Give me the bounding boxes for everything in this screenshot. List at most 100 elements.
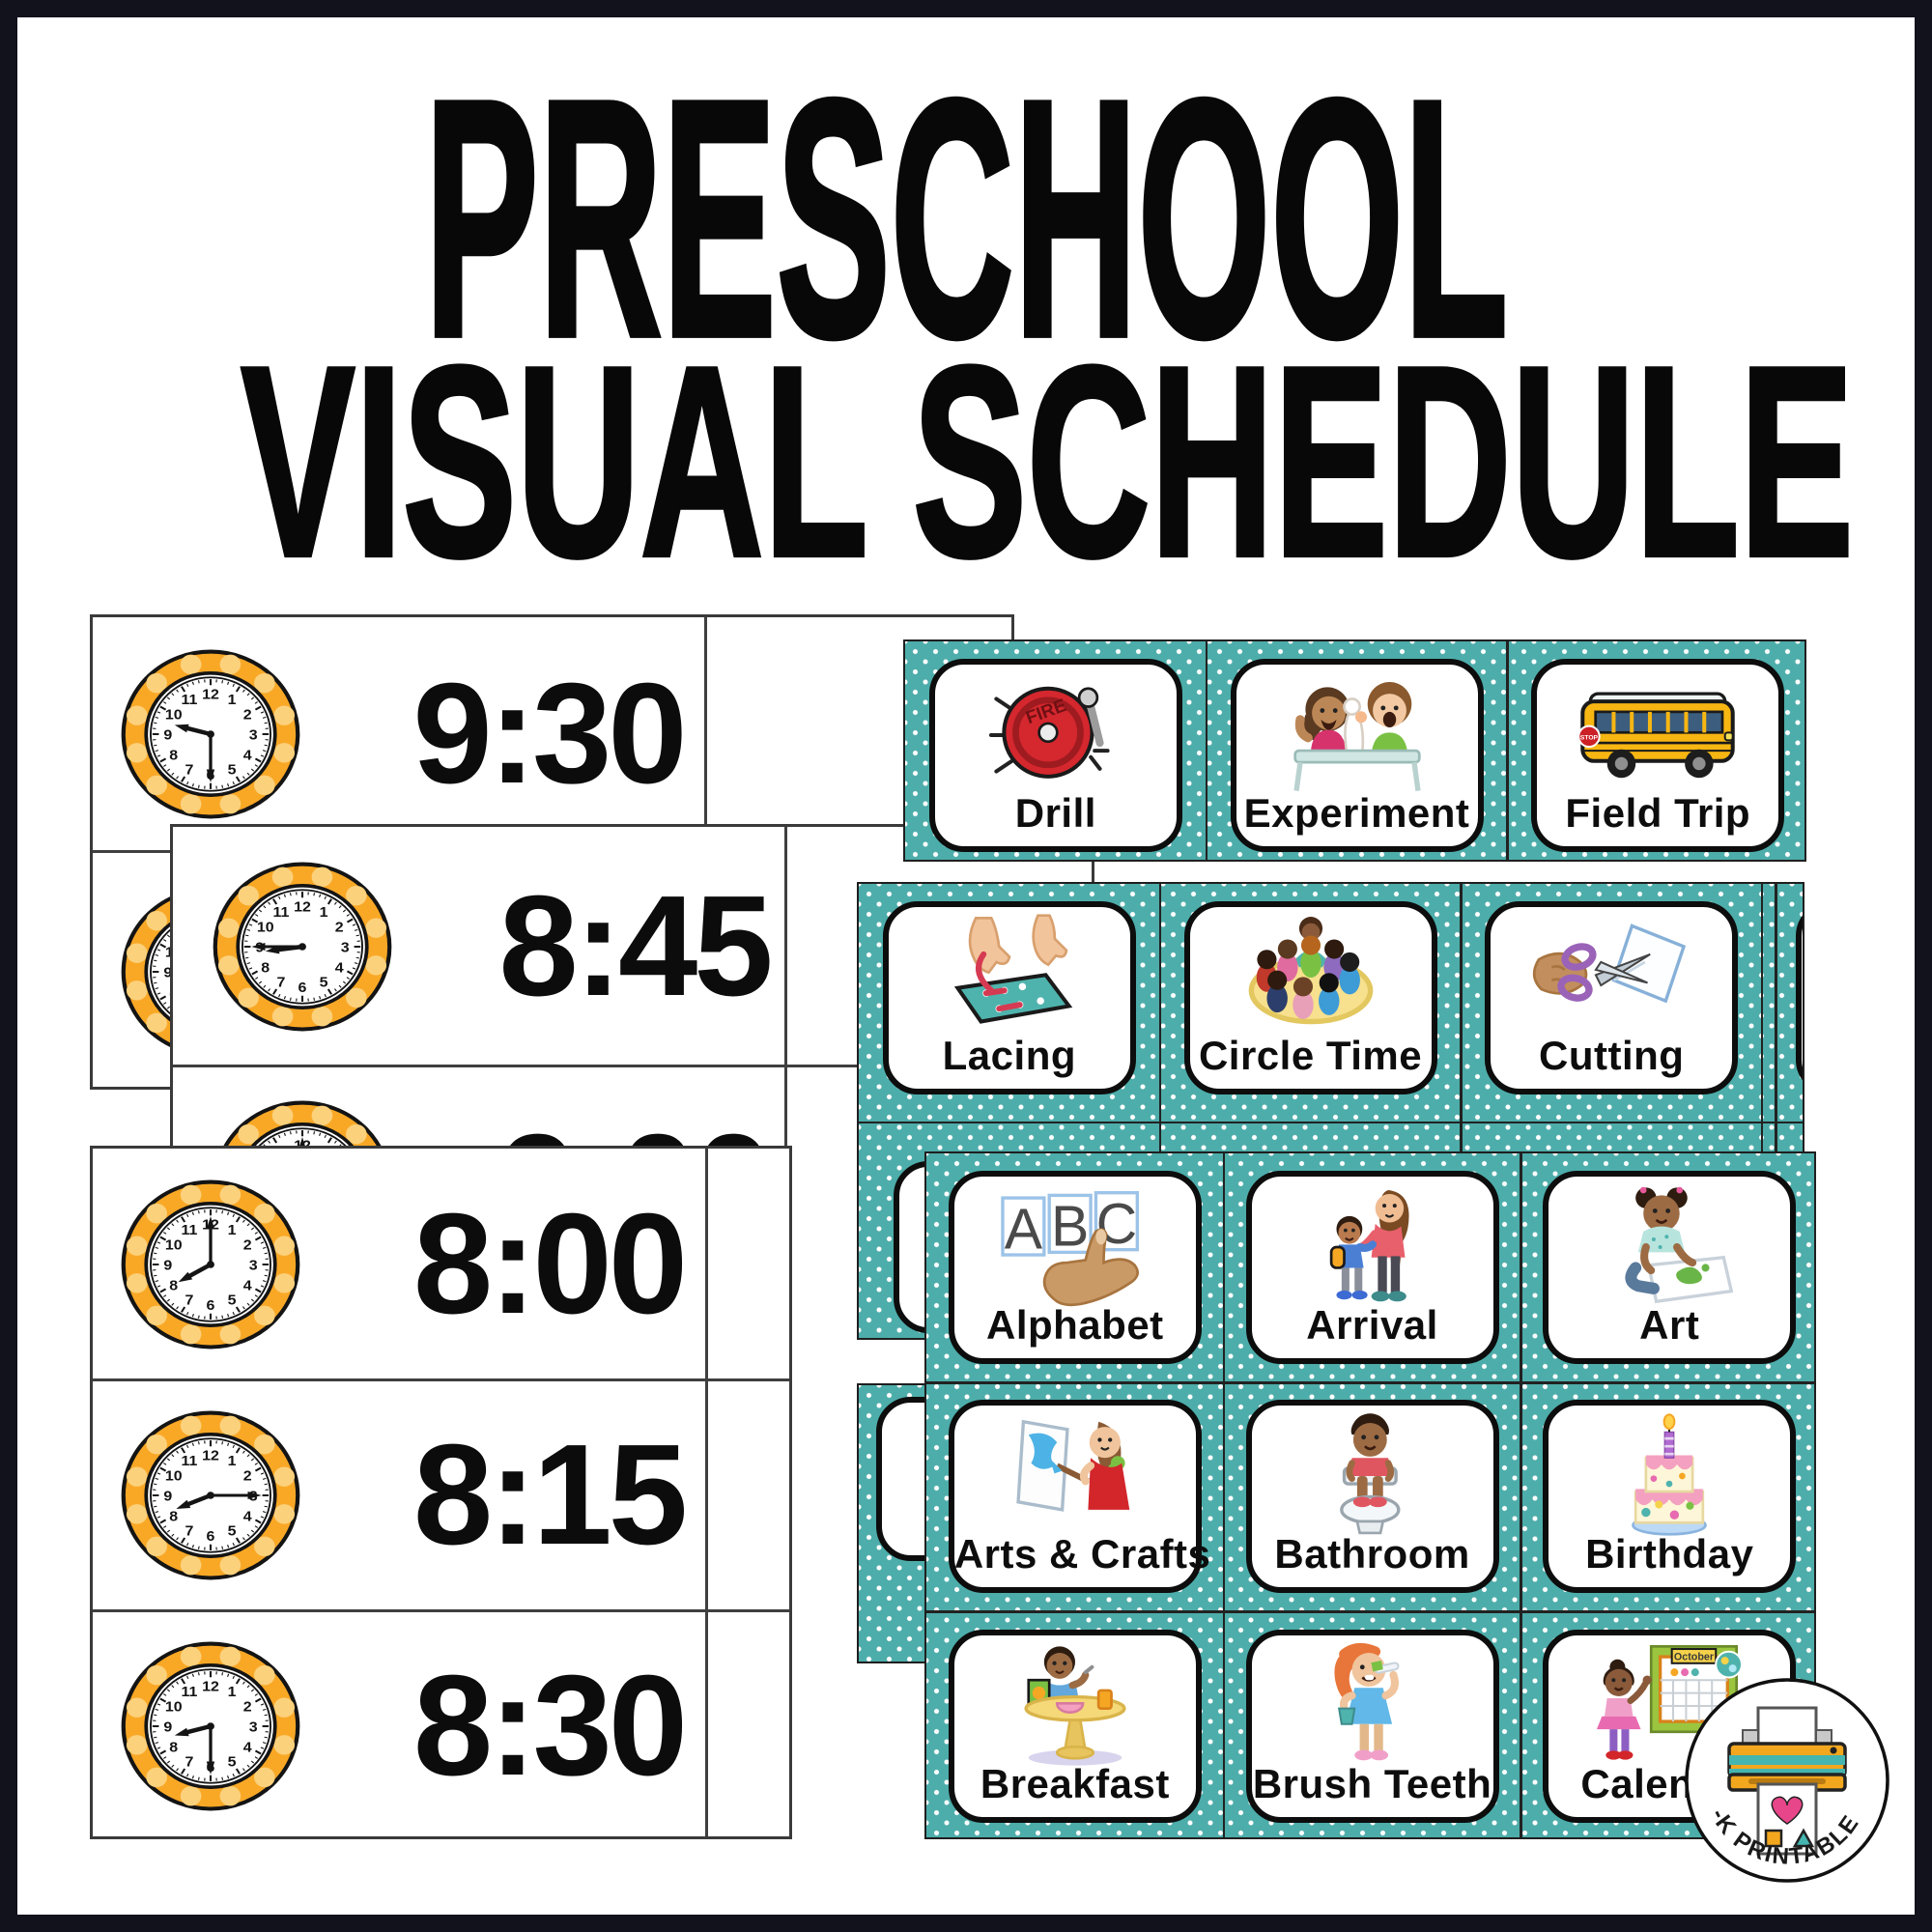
circle-time-icon xyxy=(1248,917,1373,1025)
svg-text:12: 12 xyxy=(294,898,311,915)
svg-text:7: 7 xyxy=(276,974,285,990)
row-cut-line xyxy=(173,1064,1092,1067)
time-label: 8:45 xyxy=(498,866,773,1026)
svg-text:3: 3 xyxy=(249,1719,258,1736)
clock-sheet-back-row-1: 1234567891011129:30 xyxy=(93,617,1011,851)
analog-clock-face-icon: 123456789101112 xyxy=(121,1410,300,1579)
svg-text:10: 10 xyxy=(257,919,274,935)
activity-card-label: Cutting xyxy=(1539,1033,1685,1078)
svg-text:7: 7 xyxy=(185,1754,193,1771)
svg-text:1: 1 xyxy=(228,1453,237,1469)
svg-text:4: 4 xyxy=(243,1508,252,1524)
activity-card-breakfast: Breakfast xyxy=(948,1629,1202,1823)
svg-text:11: 11 xyxy=(181,1684,197,1700)
svg-text:5: 5 xyxy=(228,1754,237,1771)
activity-card-label: Birthday xyxy=(1585,1531,1754,1577)
activity-card-label: Circle Time xyxy=(1198,1033,1423,1078)
arrival-parent-child-icon xyxy=(1329,1190,1409,1302)
svg-text:12: 12 xyxy=(202,687,219,703)
svg-text:B: B xyxy=(1051,1196,1089,1259)
svg-text:A: A xyxy=(1005,1198,1043,1261)
svg-text:9: 9 xyxy=(163,1719,172,1736)
analog-clock-8:00: 123456789101112 xyxy=(120,1179,301,1355)
svg-text:1: 1 xyxy=(228,1684,237,1700)
analog-clock-8:45: 123456789101112 xyxy=(212,861,393,1037)
poster-title-line2: VISUAL SCHEDULE xyxy=(240,309,1856,613)
svg-text:10: 10 xyxy=(165,1236,183,1253)
svg-text:11: 11 xyxy=(181,1453,197,1469)
svg-text:8: 8 xyxy=(169,748,178,764)
activity-card-art: Art xyxy=(1543,1171,1797,1364)
time-label: 8:30 xyxy=(412,1646,688,1805)
calendar-month-text: October xyxy=(1674,1651,1715,1662)
svg-text:8: 8 xyxy=(169,1277,178,1293)
card-cut-line xyxy=(926,1381,1814,1384)
svg-text:9: 9 xyxy=(163,727,172,744)
clock-sheet-front-row-3: 1234567891011128:30 xyxy=(93,1610,789,1842)
svg-text:2: 2 xyxy=(243,1236,252,1253)
svg-text:5: 5 xyxy=(320,974,328,990)
time-label: 8:15 xyxy=(412,1414,688,1575)
calendar-october-icon: October xyxy=(1597,1644,1744,1760)
activity-card-label: Arts & Crafts xyxy=(953,1531,1211,1577)
card-cut-line xyxy=(859,1121,1803,1124)
svg-text:1: 1 xyxy=(228,1222,237,1238)
activity-card-arrival: Arrival xyxy=(1245,1171,1499,1364)
svg-text:6: 6 xyxy=(298,980,307,996)
svg-text:1: 1 xyxy=(320,904,328,921)
clock-sheet-front-row-1: 1234567891011128:00 xyxy=(93,1149,789,1379)
svg-text:7: 7 xyxy=(185,1292,193,1308)
svg-text:9: 9 xyxy=(163,1257,172,1273)
activity-sheet-top: FIRE Drill Experiment STOP Field Trip xyxy=(903,639,1806,862)
activity-card-brush-teeth: Brush Teeth xyxy=(1245,1629,1499,1823)
svg-text:3: 3 xyxy=(249,727,258,744)
back-sheet-strip xyxy=(857,1383,924,1663)
svg-text:4: 4 xyxy=(243,748,252,764)
lacing-card-icon xyxy=(953,914,1073,1024)
svg-text:9: 9 xyxy=(163,965,172,981)
analog-clock-8:15: 123456789101112 xyxy=(120,1409,301,1586)
activity-card-experiment: Experiment xyxy=(1230,659,1484,852)
activity-card-label: Art xyxy=(1639,1302,1700,1348)
row-cut-line xyxy=(93,1608,789,1612)
activity-card-label: Drill xyxy=(1014,790,1096,836)
svg-text:5: 5 xyxy=(228,762,237,779)
birthday-cake-icon xyxy=(1632,1413,1708,1536)
art-finger-painting-icon xyxy=(1625,1186,1734,1304)
card-cut-line xyxy=(1460,884,1463,1338)
card-cut-line xyxy=(1775,884,1777,1338)
pre-k-printable-fun-logo: PRE-K PRINTABLE FUN xyxy=(1683,1676,1891,1889)
activity-card-label: Breakfast xyxy=(980,1760,1170,1806)
clock-sheet-front: 1234567891011128:001234567891011128:1512… xyxy=(90,1146,792,1839)
brush-teeth-icon xyxy=(1333,1642,1400,1760)
svg-text:3: 3 xyxy=(341,939,350,955)
svg-text:4: 4 xyxy=(243,1740,252,1756)
scissors-cutting-icon xyxy=(1533,923,1687,1004)
bathroom-toilet-icon xyxy=(1339,1413,1401,1535)
svg-text:2: 2 xyxy=(243,1699,252,1716)
svg-text:10: 10 xyxy=(165,707,183,724)
svg-text:10: 10 xyxy=(165,1699,183,1716)
column-cut-line xyxy=(705,1149,708,1836)
svg-text:3: 3 xyxy=(249,1257,258,1273)
svg-text:2: 2 xyxy=(243,1467,252,1484)
svg-text:4: 4 xyxy=(243,1277,252,1293)
card-cut-line xyxy=(1205,641,1208,860)
analog-clock-8:30: 123456789101112 xyxy=(120,1640,301,1817)
svg-text:5: 5 xyxy=(228,1292,237,1308)
svg-text:12: 12 xyxy=(202,1679,219,1695)
svg-text:10: 10 xyxy=(165,1467,183,1484)
activity-card-drill: FIRE Drill xyxy=(928,659,1182,852)
card-cut-line xyxy=(1158,884,1161,1338)
activity-card-arts-crafts: Arts & Crafts xyxy=(948,1400,1211,1594)
column-cut-line xyxy=(784,827,787,1301)
time-label: 8:00 xyxy=(412,1183,688,1344)
activity-card-label: Alphabet xyxy=(986,1302,1164,1348)
hidden-card-sliver xyxy=(876,1397,924,1561)
svg-text:11: 11 xyxy=(272,904,289,921)
activity-card-cutting: Cutting xyxy=(1485,901,1739,1094)
poster-title-line1: PRESCHOOL xyxy=(423,29,1510,408)
printer-icon xyxy=(1727,1706,1847,1856)
